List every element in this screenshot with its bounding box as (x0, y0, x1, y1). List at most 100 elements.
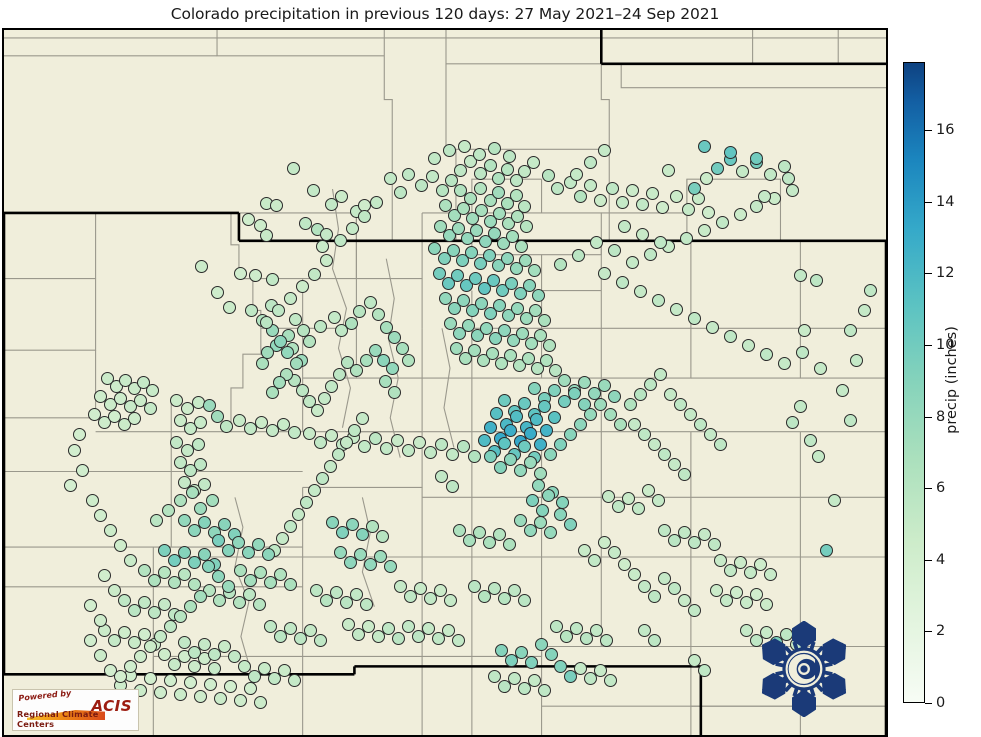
station-point[interactable] (597, 143, 611, 157)
station-point[interactable] (504, 653, 518, 667)
station-point[interactable] (492, 206, 506, 220)
station-point[interactable] (194, 259, 208, 273)
station-point[interactable] (533, 515, 547, 529)
station-point[interactable] (530, 361, 544, 375)
station-point[interactable] (103, 397, 117, 411)
station-point[interactable] (593, 193, 607, 207)
station-point[interactable] (533, 466, 547, 480)
station-point[interactable] (637, 623, 651, 637)
station-point[interactable] (465, 211, 479, 225)
station-point[interactable] (713, 437, 727, 451)
station-point[interactable] (433, 219, 447, 233)
station-point[interactable] (335, 525, 349, 539)
station-point[interactable] (197, 515, 211, 529)
station-point[interactable] (343, 555, 357, 569)
station-point[interactable] (193, 689, 207, 703)
station-point[interactable] (555, 495, 569, 509)
station-point[interactable] (324, 197, 338, 211)
station-point[interactable] (573, 189, 587, 203)
station-point[interactable] (599, 633, 613, 647)
station-point[interactable] (533, 437, 547, 451)
station-point[interactable] (233, 266, 247, 280)
station-point[interactable] (487, 669, 501, 683)
station-point[interactable] (460, 231, 474, 245)
station-point[interactable] (514, 239, 528, 253)
station-point[interactable] (809, 273, 823, 287)
station-point[interactable] (517, 396, 531, 410)
station-point[interactable] (287, 425, 301, 439)
station-point[interactable] (487, 141, 501, 155)
station-point[interactable] (211, 533, 225, 547)
station-point[interactable] (127, 603, 141, 617)
station-point[interactable] (413, 581, 427, 595)
station-point[interactable] (293, 631, 307, 645)
station-point[interactable] (143, 639, 157, 653)
station-point[interactable] (795, 345, 809, 359)
station-point[interactable] (517, 593, 531, 607)
station-point[interactable] (509, 409, 523, 423)
station-point[interactable] (355, 411, 369, 425)
station-point[interactable] (193, 457, 207, 471)
station-point[interactable] (183, 421, 197, 435)
station-point[interactable] (503, 452, 517, 466)
station-point[interactable] (577, 375, 591, 389)
station-point[interactable] (701, 205, 715, 219)
station-point[interactable] (361, 619, 375, 633)
station-point[interactable] (379, 441, 393, 455)
station-point[interactable] (488, 331, 502, 345)
station-point[interactable] (557, 373, 571, 387)
station-point[interactable] (381, 621, 395, 635)
station-point[interactable] (537, 683, 551, 697)
station-point[interactable] (72, 427, 86, 441)
station-point[interactable] (427, 241, 441, 255)
station-point[interactable] (87, 407, 101, 421)
station-point[interactable] (344, 316, 358, 330)
station-point[interactable] (503, 423, 517, 437)
station-point[interactable] (324, 379, 338, 393)
station-point[interactable] (697, 139, 711, 153)
station-point[interactable] (243, 681, 257, 695)
station-point[interactable] (637, 427, 651, 441)
station-point[interactable] (683, 407, 697, 421)
station-point[interactable] (603, 407, 617, 421)
station-point[interactable] (525, 493, 539, 507)
station-point[interactable] (647, 633, 661, 647)
station-point[interactable] (296, 323, 310, 337)
station-point[interactable] (289, 356, 303, 370)
station-point[interactable] (288, 312, 302, 326)
station-point[interactable] (627, 567, 641, 581)
station-point[interactable] (563, 517, 577, 531)
station-point[interactable] (863, 283, 877, 297)
station-point[interactable] (433, 583, 447, 597)
station-point[interactable] (487, 226, 501, 240)
station-point[interactable] (563, 669, 577, 683)
station-point[interactable] (401, 619, 415, 633)
station-point[interactable] (507, 671, 521, 685)
station-point[interactable] (509, 188, 523, 202)
station-point[interactable] (492, 527, 506, 541)
station-point[interactable] (133, 393, 147, 407)
station-point[interactable] (542, 338, 556, 352)
station-point[interactable] (283, 291, 297, 305)
station-point[interactable] (735, 164, 749, 178)
station-point[interactable] (169, 393, 183, 407)
station-point[interactable] (395, 341, 409, 355)
station-point[interactable] (222, 300, 236, 314)
station-point[interactable] (522, 278, 536, 292)
station-point[interactable] (509, 261, 523, 275)
station-point[interactable] (177, 567, 191, 581)
station-point[interactable] (299, 495, 313, 509)
station-point[interactable] (519, 311, 533, 325)
station-point[interactable] (177, 545, 191, 559)
station-point[interactable] (167, 553, 181, 567)
station-point[interactable] (317, 391, 331, 405)
station-point[interactable] (803, 433, 817, 447)
station-point[interactable] (352, 304, 366, 318)
station-point[interactable] (617, 557, 631, 571)
station-point[interactable] (359, 353, 373, 367)
station-point[interactable] (494, 356, 508, 370)
station-point[interactable] (583, 155, 597, 169)
station-point[interactable] (739, 595, 753, 609)
station-point[interactable] (607, 389, 621, 403)
station-point[interactable] (359, 597, 373, 611)
